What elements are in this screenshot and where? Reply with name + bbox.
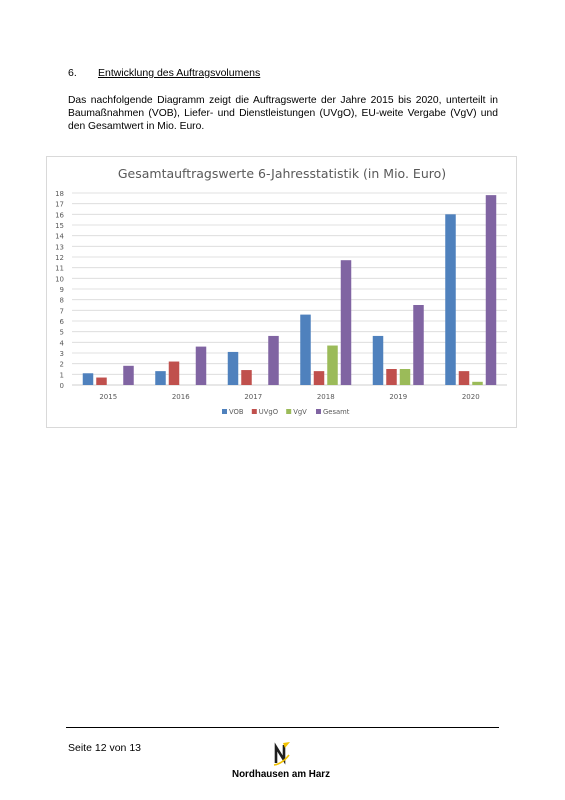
y-tick-label: 10 bbox=[55, 275, 64, 283]
x-axis-ticks: 2015 2016 2017 2018 2019 2020 bbox=[99, 393, 479, 401]
chart-legend: VOB UVgO VgV Gesamt bbox=[222, 408, 350, 416]
city-logo-icon bbox=[273, 742, 290, 766]
y-tick-label: 7 bbox=[60, 307, 64, 315]
section-title: Entwicklung des Auftragsvolumens bbox=[98, 67, 261, 79]
intro-paragraph: Das nachfolgende Diagramm zeigt die Auft… bbox=[68, 95, 498, 132]
y-tick-label: 9 bbox=[60, 286, 64, 294]
chart-canvas: Gesamtauftragswerte 6-Jahresstatistik (i… bbox=[55, 166, 507, 416]
x-tick-label: 2020 bbox=[462, 393, 480, 401]
bar-gesamt-2018 bbox=[340, 260, 352, 385]
bar-vob-2016 bbox=[155, 371, 166, 385]
bar-vgv-2018 bbox=[327, 345, 338, 385]
chart-title: Gesamtauftragswerte 6-Jahresstatistik (i… bbox=[118, 166, 446, 181]
y-tick-label: 17 bbox=[55, 201, 64, 209]
bar-gesamt-2020 bbox=[485, 195, 497, 385]
y-tick-label: 8 bbox=[60, 297, 64, 305]
legend-swatch-uvgo bbox=[251, 409, 257, 414]
legend-swatch-gesamt bbox=[316, 409, 321, 414]
y-tick-label: 13 bbox=[55, 243, 64, 251]
legend-label: VgV bbox=[293, 408, 307, 416]
bar-vgv-2019 bbox=[399, 369, 411, 385]
footer-divider bbox=[66, 727, 499, 728]
y-tick-label: 5 bbox=[60, 329, 64, 337]
bar-uvgo-2018 bbox=[313, 371, 325, 385]
y-tick-label: 15 bbox=[55, 222, 64, 230]
bar-uvgo-2016 bbox=[168, 361, 180, 385]
page-number: Seite 12 von 13 bbox=[68, 742, 141, 754]
x-tick-label: 2019 bbox=[389, 393, 407, 401]
legend-label: UVgO bbox=[259, 408, 278, 416]
chart-bars bbox=[82, 195, 497, 385]
bar-gesamt-2017 bbox=[268, 335, 279, 385]
y-tick-label: 18 bbox=[55, 190, 64, 198]
y-tick-label: 11 bbox=[55, 265, 64, 273]
x-tick-label: 2015 bbox=[99, 393, 117, 401]
bar-vgv-2020 bbox=[472, 381, 483, 385]
legend-swatch-vob bbox=[222, 409, 227, 414]
y-tick-label: 1 bbox=[60, 371, 64, 379]
legend-label: VOB bbox=[229, 408, 244, 416]
bar-vob-2020 bbox=[445, 214, 456, 385]
y-tick-label: 4 bbox=[60, 339, 65, 347]
y-tick-label: 6 bbox=[60, 318, 65, 326]
y-tick-label: 16 bbox=[55, 211, 64, 219]
legend-swatch-vgv bbox=[286, 409, 292, 414]
x-tick-label: 2018 bbox=[317, 393, 335, 401]
bar-vob-2015 bbox=[82, 373, 94, 385]
town-name: Nordhausen am Harz bbox=[232, 769, 330, 780]
bar-uvgo-2017 bbox=[241, 370, 252, 385]
section-number: 6. bbox=[68, 67, 77, 79]
y-tick-label: 14 bbox=[55, 233, 64, 241]
bar-vob-2017 bbox=[227, 351, 239, 385]
x-tick-label: 2016 bbox=[172, 393, 190, 401]
bar-gesamt-2015 bbox=[123, 365, 134, 385]
bar-gesamt-2019 bbox=[413, 305, 424, 385]
x-tick-label: 2017 bbox=[244, 393, 262, 401]
y-tick-label: 12 bbox=[55, 254, 64, 262]
bar-vob-2019 bbox=[372, 335, 384, 385]
bar-chart: Gesamtauftragswerte 6-Jahresstatistik (i… bbox=[46, 156, 517, 428]
bar-gesamt-2016 bbox=[195, 346, 207, 385]
page-current: 12 bbox=[94, 742, 107, 754]
y-tick-label: 3 bbox=[60, 350, 64, 358]
bar-uvgo-2019 bbox=[386, 369, 397, 385]
y-tick-label: 2 bbox=[60, 361, 64, 369]
bar-uvgo-2015 bbox=[96, 377, 107, 385]
page-prefix: Seite bbox=[68, 742, 92, 754]
bar-uvgo-2020 bbox=[458, 371, 470, 385]
page-separator: von bbox=[109, 742, 127, 754]
y-tick-label: 0 bbox=[60, 382, 64, 390]
legend-label: Gesamt bbox=[323, 408, 350, 416]
bar-vob-2018 bbox=[300, 314, 311, 385]
chart-gridlines bbox=[72, 192, 507, 386]
page-total: 13 bbox=[129, 742, 142, 754]
